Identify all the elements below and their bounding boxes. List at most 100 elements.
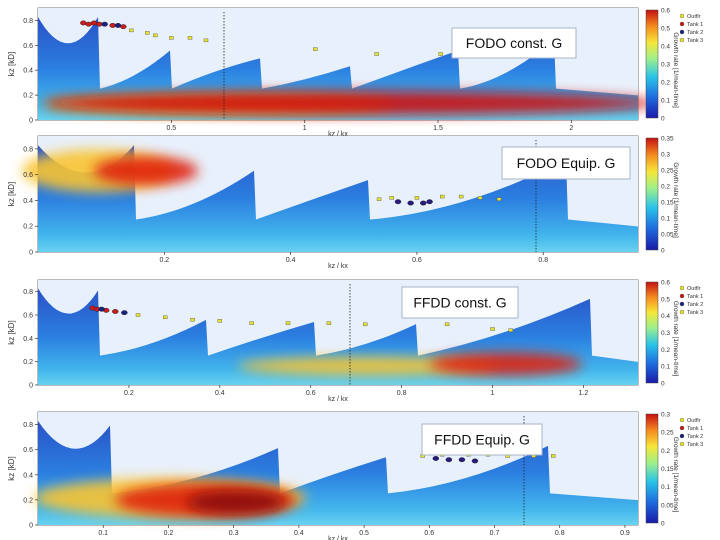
data-point-outflr — [145, 31, 150, 35]
y-tick-label: 0.2 — [23, 224, 33, 231]
colorbar-tick-label: 0.2 — [661, 347, 670, 354]
data-point-outflr — [414, 196, 420, 200]
x-tick-label: 0.2 — [124, 390, 134, 397]
legend-label: Tank 3 — [687, 310, 703, 316]
data-point-outflr — [508, 328, 513, 332]
y-tick-label: 0.2 — [23, 497, 33, 504]
data-point-outflr — [190, 317, 195, 322]
data-point-tank-2 — [98, 306, 105, 312]
data-point-tank-1 — [85, 21, 92, 27]
colorbar-tick-label: 0 — [661, 248, 665, 255]
colorbar-tick-label: 0.5 — [661, 296, 670, 303]
data-point-tank-1 — [90, 20, 98, 26]
colorbar-tick-label: 0.3 — [661, 330, 670, 337]
y-axis-label: kz [kD] — [7, 320, 16, 344]
colorbar-tick-label: 0.6 — [661, 8, 670, 15]
legend-marker — [679, 301, 685, 307]
title-box — [451, 27, 577, 59]
x-tick-label: 0.6 — [412, 257, 422, 264]
colorbar-tick-label: 0.4 — [661, 44, 670, 51]
x-tick-label: 0.8 — [555, 530, 565, 537]
y-tick-label: 0.6 — [23, 172, 33, 179]
heatmap-hotspot — [187, 490, 285, 515]
x-tick-label: 0.4 — [294, 530, 304, 537]
data-point-outflr — [376, 197, 382, 201]
data-point-tank-1 — [80, 20, 87, 26]
colorbar-label: Growth rate [1/mean-time] — [672, 301, 679, 377]
data-point-outflr — [444, 322, 450, 327]
data-point-tank-1 — [407, 200, 414, 206]
heatmap-hotspot — [94, 156, 198, 186]
y-axis-label: kz [kD] — [7, 456, 16, 480]
colorbar — [645, 413, 659, 524]
data-point-outflr — [163, 315, 168, 320]
x-tick-label: 0.6 — [424, 530, 434, 537]
data-point-outflr — [496, 197, 502, 201]
legend-marker — [679, 433, 685, 439]
chart-title: FFDD const. G — [413, 295, 506, 311]
legend-label: Tank 2 — [687, 434, 703, 440]
x-tick-label: 1 — [303, 125, 307, 132]
colorbar-tick-label: 0.05 — [661, 502, 674, 509]
chart-title: FODO Equip. G — [517, 155, 616, 171]
legend-marker — [679, 29, 685, 35]
legend-marker — [679, 285, 685, 291]
x-tick-label: 0.8 — [538, 257, 548, 264]
legend-label: Tank 3 — [687, 442, 703, 448]
colorbar-tick-label: 0.25 — [661, 430, 674, 437]
colorbar — [645, 281, 659, 384]
data-point-tank-1 — [458, 457, 466, 463]
legend-label: Outflr — [687, 286, 701, 292]
data-point-tank-1 — [426, 199, 433, 205]
colorbar-tick-label: 0.5 — [661, 26, 670, 33]
data-point-tank-1 — [109, 23, 116, 28]
data-point-tank-1 — [120, 24, 127, 30]
colorbar-label: Growth rate [1/mean-time] — [672, 162, 679, 238]
data-point-tank-2 — [114, 23, 122, 28]
y-tick-label: 0.6 — [23, 43, 33, 50]
title-box — [401, 286, 519, 319]
data-point-tank-1 — [445, 457, 453, 463]
colorbar-tick-label: 0.3 — [661, 412, 670, 419]
data-point-tank-2 — [101, 21, 108, 27]
chart-title: FODO const. G — [466, 35, 562, 51]
colorbar-tick-label: 0.3 — [661, 62, 670, 69]
data-point-tank-2 — [121, 310, 128, 316]
colorbar-label: Growth rate [1/mean-time] — [672, 437, 679, 513]
legend-label: Outflr — [687, 418, 701, 424]
colorbar-tick-label: 0 — [661, 521, 665, 528]
data-point-outflr — [374, 52, 379, 56]
y-tick-label: 0.2 — [23, 359, 33, 366]
colorbar-tick-label: 0.1 — [661, 364, 670, 371]
legend-marker — [679, 417, 685, 423]
colorbar-tick-label: 0.05 — [661, 232, 674, 239]
data-point-outflr — [458, 194, 464, 199]
colorbar-tick-label: 0.35 — [661, 136, 674, 143]
x-tick-label: 1 — [491, 390, 495, 397]
colorbar-tick-label: 0.6 — [661, 280, 670, 287]
y-tick-label: 0.4 — [23, 198, 33, 205]
chart-panel-4: 0 0.2 0.4 0.6 0.8 0.1 0.2 0.3 0.4 0.5 0.6 0.7 0.8 0.9… — [7, 412, 703, 540]
data-point-outflr — [249, 321, 254, 325]
data-point-outflr — [285, 321, 291, 325]
x-tick-label: 0.9 — [620, 530, 630, 537]
heatmap-hotspot — [430, 352, 582, 376]
x-tick-label: 0.1 — [98, 530, 108, 537]
data-point-tank-1 — [471, 458, 479, 464]
data-point-outflr — [153, 33, 158, 38]
colorbar — [645, 9, 659, 119]
colorbar-label: Growth rate [1/mean-time] — [672, 32, 679, 108]
legend-label: Outflr — [687, 14, 701, 20]
y-axis-label: kz [kD] — [7, 182, 16, 206]
legend-label: Tank 1 — [687, 426, 703, 432]
colorbar-tick-label: 0.2 — [661, 448, 670, 455]
y-tick-label: 0.8 — [23, 289, 33, 296]
x-tick-label: 0.7 — [490, 530, 500, 537]
legend-marker — [679, 13, 685, 19]
data-point-outflr — [203, 38, 209, 43]
x-axis-label: kz / kx — [328, 263, 348, 270]
legend-marker — [679, 21, 685, 27]
y-axis-label: kz [kD] — [7, 52, 16, 76]
chart-panel-3: 0 0.2 0.4 0.6 0.8 0.2 0.4 0.6 0.8 1 1.2 kz / kx kz [… — [7, 280, 703, 404]
x-tick-label: 0.3 — [229, 530, 239, 537]
